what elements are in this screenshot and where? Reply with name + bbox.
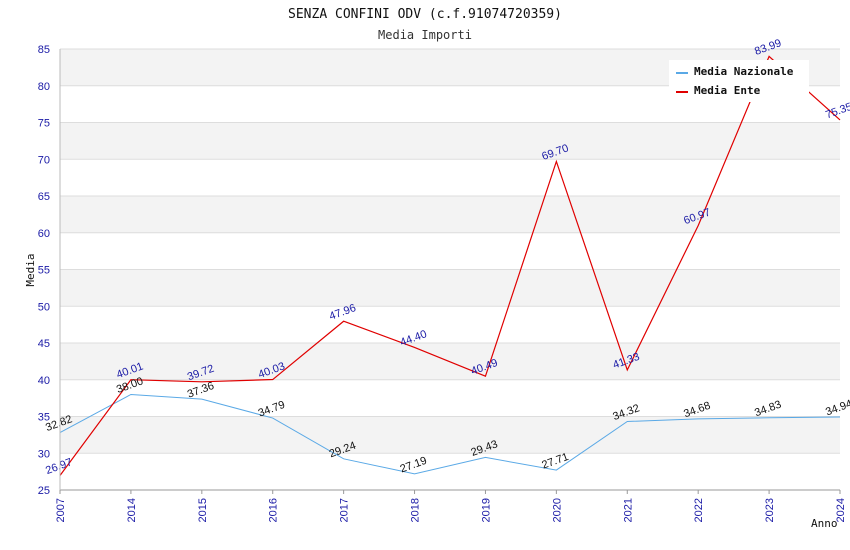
grid-band xyxy=(60,379,840,417)
x-tick-label: 2014 xyxy=(126,498,138,522)
y-tick-label: 50 xyxy=(38,301,50,313)
grid-bands xyxy=(60,49,840,490)
y-tick-label: 40 xyxy=(38,375,50,387)
x-axis-ticks: 2007 2014 2015 2016 2017 2018 2019 2020 2021 2022… xyxy=(55,490,847,522)
legend: Media Nazionale Media Ente xyxy=(669,60,809,102)
y-tick-label: 70 xyxy=(38,154,50,166)
x-tick-label: 2017 xyxy=(339,498,351,522)
legend-box xyxy=(669,60,809,102)
y-tick-label: 85 xyxy=(38,44,50,56)
y-tick-label: 55 xyxy=(38,265,50,277)
series-lines xyxy=(59,55,841,476)
y-tick-label: 30 xyxy=(38,448,50,460)
x-tick-label: 2007 xyxy=(55,498,67,522)
y-tick-label: 45 xyxy=(38,338,50,350)
y-tick-label: 35 xyxy=(38,412,50,424)
x-axis-label: Anno xyxy=(811,517,838,530)
y-tick-label: 65 xyxy=(38,191,50,203)
grid-band xyxy=(60,232,840,270)
x-tick-label: 2019 xyxy=(480,498,492,522)
grid-band xyxy=(60,306,840,343)
x-tick-label: 2021 xyxy=(622,498,634,522)
grid-band xyxy=(60,159,840,196)
grid-band xyxy=(60,269,840,307)
chart-subtitle: Media Importi xyxy=(378,28,472,42)
y-tick-label: 80 xyxy=(38,81,50,93)
x-tick-label: 2022 xyxy=(693,498,705,522)
x-tick-label: 2015 xyxy=(197,498,209,522)
y-tick-label: 25 xyxy=(38,485,50,497)
series-line-nazionale xyxy=(59,393,841,475)
grid-band xyxy=(60,196,840,233)
legend-label-nazionale: Media Nazionale xyxy=(694,65,794,78)
y-tick-label: 60 xyxy=(38,228,50,240)
legend-label-ente: Media Ente xyxy=(694,84,761,97)
x-tick-label: 2023 xyxy=(764,498,776,522)
grid-band xyxy=(60,453,840,490)
grid-band xyxy=(60,416,840,454)
x-tick-label: 2024 xyxy=(835,498,847,522)
chart-title: SENZA CONFINI ODV (c.f.91074720359) xyxy=(288,7,562,22)
y-axis-ticks: 25 30 35 40 45 50 55 60 65 70 75 80 85 xyxy=(38,44,50,497)
grid-band xyxy=(60,122,840,160)
series-line-ente xyxy=(59,55,841,476)
x-tick-label: 2020 xyxy=(551,498,563,522)
x-tick-label: 2018 xyxy=(410,498,422,522)
y-axis-label: Media xyxy=(24,253,37,286)
y-tick-label: 75 xyxy=(38,118,50,130)
x-tick-label: 2016 xyxy=(268,498,280,522)
